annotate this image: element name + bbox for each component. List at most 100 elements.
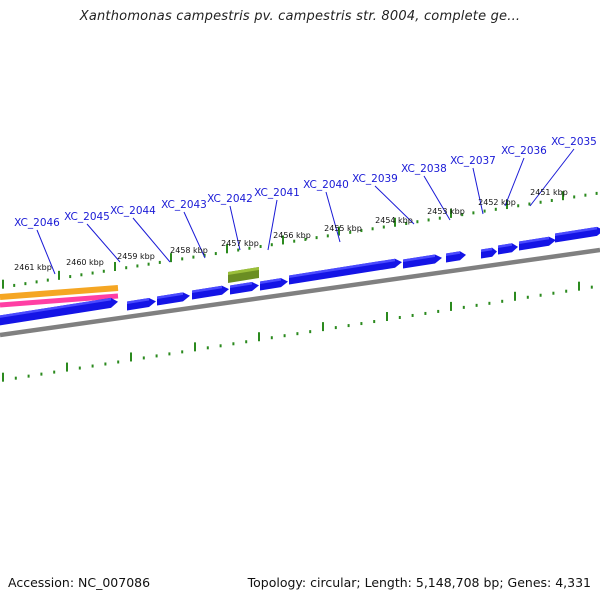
outer-ring-minor-tick	[461, 213, 464, 217]
inner-ring-major-tick	[322, 322, 324, 332]
outer-ring-minor-tick	[584, 193, 587, 197]
inner-ring-minor-tick	[104, 362, 107, 366]
outer-ring-minor-tick	[102, 269, 105, 273]
outer-ring-minor-tick	[405, 221, 408, 225]
gene-label[interactable]: XC_2039	[352, 173, 398, 185]
inner-ring-minor-tick	[296, 332, 299, 336]
outer-ring-minor-tick	[595, 191, 598, 195]
scale-label: 2456 kbp	[273, 231, 311, 240]
gene-label[interactable]: XC_2038	[401, 163, 447, 175]
callout-line	[132, 217, 171, 263]
scale-label: 2454 kbp	[375, 216, 413, 225]
orange-feature-track[interactable]	[0, 285, 119, 300]
gene-label[interactable]: XC_2037	[450, 155, 496, 167]
scale-label: 2453 kbp	[427, 207, 465, 216]
inner-ring-minor-tick	[168, 352, 171, 356]
outer-ring-minor-tick	[293, 239, 296, 243]
outer-tick-ring	[2, 191, 598, 289]
outer-ring-minor-tick	[528, 202, 531, 206]
gene-label[interactable]: XC_2046	[14, 217, 60, 229]
outer-ring-major-tick	[450, 208, 452, 218]
inner-ring-minor-tick	[334, 326, 337, 330]
outer-ring-minor-tick	[69, 275, 72, 279]
outer-ring-minor-tick	[192, 255, 195, 259]
inner-ring-minor-tick	[206, 346, 209, 350]
outer-ring-major-tick	[506, 200, 508, 210]
outer-ring-major-tick	[338, 226, 340, 236]
inner-tick-ring	[2, 281, 593, 382]
scale-labels: 2461 kbp 2460 kbp 2459 kbp 2458 kbp 2457 kbp…	[14, 188, 568, 272]
inner-ring-minor-tick	[360, 322, 363, 326]
inner-ring-minor-tick	[14, 376, 17, 380]
outer-ring-minor-tick	[349, 230, 352, 234]
gene-arrow-highlight	[289, 258, 395, 278]
outer-ring-minor-tick	[304, 237, 307, 241]
gene-arrow-highlight	[260, 278, 281, 284]
gene-label[interactable]: XC_2043	[161, 199, 207, 211]
callout-line	[229, 205, 241, 251]
gene-arrow-highlight	[519, 236, 549, 244]
inner-ring-minor-tick	[437, 309, 440, 313]
gene-label[interactable]: XC_2040	[303, 179, 349, 191]
inner-ring-minor-tick	[373, 320, 376, 324]
gene-arrow-highlight	[127, 298, 149, 304]
gene-label[interactable]: XC_2036	[501, 145, 547, 157]
pink-feature-track[interactable]	[0, 293, 119, 308]
inner-ring-minor-tick	[398, 315, 401, 319]
inner-ring-minor-tick	[309, 330, 312, 334]
outer-ring-minor-tick	[24, 282, 27, 286]
gene-label-callouts: XC_2046 XC_2045 XC_2044 XC_2043 XC_2042 XC_20…	[14, 136, 597, 275]
outer-ring-minor-tick	[35, 280, 38, 284]
scale-label: 2459 kbp	[117, 252, 155, 261]
inner-ring-minor-tick	[462, 305, 465, 309]
outer-ring-minor-tick	[270, 243, 273, 247]
gene-label[interactable]: XC_2045	[64, 211, 110, 223]
gene-arrow[interactable]	[289, 258, 402, 285]
gene-arrow[interactable]	[555, 226, 600, 243]
callout-line	[504, 157, 525, 207]
callout-line	[472, 167, 484, 215]
callout-line	[36, 229, 56, 275]
gene-track	[0, 226, 600, 326]
inner-ring-major-tick	[578, 281, 580, 291]
outer-ring-minor-tick	[181, 257, 184, 261]
gene-label[interactable]: XC_2044	[110, 205, 156, 217]
outer-ring-minor-tick	[326, 234, 329, 238]
inner-ring-minor-tick	[424, 311, 427, 315]
outer-ring-major-tick	[114, 261, 116, 271]
outer-ring-major-tick	[2, 279, 4, 289]
outer-ring-minor-tick	[147, 262, 150, 266]
gene-label[interactable]: XC_2035	[551, 136, 597, 148]
outer-ring-minor-tick	[237, 248, 240, 252]
outer-ring-minor-tick	[248, 246, 251, 250]
gene-arrow[interactable]	[403, 254, 442, 269]
inner-ring-minor-tick	[411, 313, 414, 317]
inner-ring-minor-tick	[552, 291, 555, 295]
gene-arrow-highlight	[481, 247, 493, 252]
inner-ring-major-tick	[258, 332, 260, 342]
inner-ring-minor-tick	[270, 336, 273, 340]
outer-ring-minor-tick	[214, 252, 217, 256]
gene-arrow-highlight	[498, 243, 512, 248]
inner-ring-minor-tick	[117, 360, 120, 364]
outer-ring-minor-tick	[259, 244, 262, 248]
inner-ring-minor-tick	[539, 293, 542, 297]
outer-ring-minor-tick	[13, 283, 16, 287]
callout-line	[86, 223, 121, 263]
inner-ring-major-tick	[514, 291, 516, 301]
outer-ring-minor-tick	[91, 271, 94, 275]
callout-line	[374, 185, 415, 225]
outer-ring-minor-tick	[573, 195, 576, 199]
genome-stats-text: Topology: circular; Length: 5,148,708 bp…	[247, 575, 591, 590]
inner-ring-minor-tick	[27, 374, 30, 378]
inner-ring-minor-tick	[219, 344, 222, 348]
gene-label[interactable]: XC_2042	[207, 193, 253, 205]
gene-arrow[interactable]	[0, 297, 118, 326]
gene-arrow-highlight	[446, 251, 460, 256]
gene-label[interactable]: XC_2041	[254, 187, 300, 199]
outer-ring-minor-tick	[80, 273, 83, 277]
inner-ring-minor-tick	[155, 354, 158, 358]
outer-ring-minor-tick	[472, 211, 475, 215]
outer-ring-minor-tick	[371, 227, 374, 231]
